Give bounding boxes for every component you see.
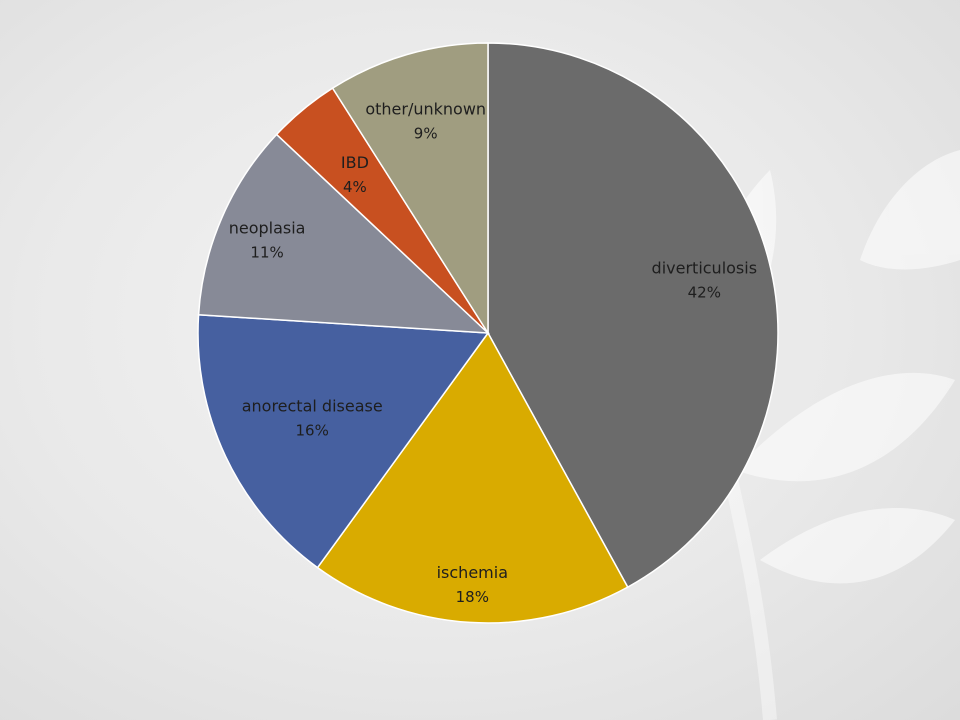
pie-slice-neoplasia	[197, 133, 491, 334]
slice-value-anorectal-disease: 16%	[296, 422, 329, 440]
pie-slice-other-unknown	[331, 42, 489, 336]
slice-label-diverticulosis: diverticulosis	[652, 259, 758, 278]
slice-value-ischemia: 18%	[456, 588, 489, 606]
pie-slice-diverticulosis	[487, 42, 779, 589]
slice-label-ibd: IBD	[341, 153, 369, 172]
slice-value-ibd: 4%	[343, 178, 367, 196]
slice-label-neoplasia: neoplasia	[229, 218, 306, 237]
slice-value-neoplasia: 11%	[250, 243, 283, 261]
slice-value-diverticulosis: 42%	[688, 284, 721, 302]
slice-label-ischemia: ischemia	[437, 563, 508, 582]
slice-value-other-unknown: 9%	[414, 125, 438, 143]
slice-label-anorectal-disease: anorectal disease	[242, 397, 383, 416]
pie-slice-anorectal-disease	[197, 313, 490, 569]
slice-label-other-unknown: other/unknown	[365, 100, 486, 119]
pie-slice-ischemia	[316, 331, 629, 624]
